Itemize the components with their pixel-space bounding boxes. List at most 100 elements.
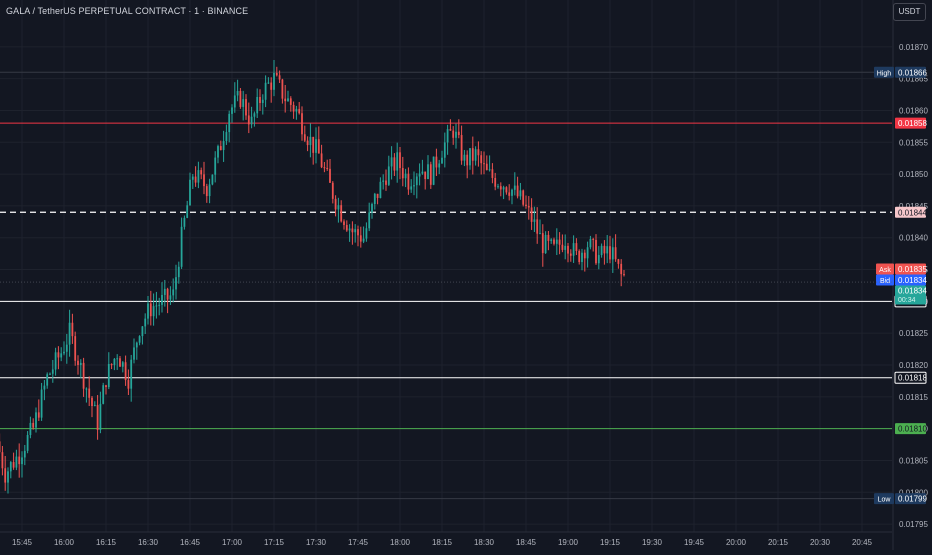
candle-body [214,157,217,175]
candle-body [575,243,578,251]
candle-body [295,108,298,112]
level-price-label-text: 0.01810 [898,425,927,434]
candle-body [91,397,93,406]
candle-body [21,457,23,465]
candle-body [0,441,1,453]
candle-body [513,185,516,190]
x-tick-label: 18:15 [432,538,453,547]
low-price-text: 0.01799 [898,495,927,504]
candle-body [418,173,421,177]
y-tick-label: 0.01870 [899,43,928,52]
candle-body [474,149,477,161]
candle-body [211,174,214,185]
level-price-label-bg [895,117,926,129]
bid-label-tag-bg [876,274,894,286]
candle-body [37,412,40,418]
candle-body [337,205,340,210]
candle-body [239,90,242,107]
low-price: 0.01799 [895,493,927,505]
candle-body [298,108,301,114]
candle-body [505,187,508,193]
candle-body [135,342,138,348]
level-price-label: 0.01844 [895,206,927,218]
currency-button[interactable]: USDT [893,3,926,21]
candle-body [267,82,270,84]
candle-body [191,176,194,180]
countdown-text: 00:34 [898,297,916,304]
x-tick-label: 19:00 [558,538,579,547]
candle-body [519,190,522,197]
candle-body [247,115,250,125]
candle-body [502,187,505,190]
candle-body [435,156,438,168]
candle-body [441,157,443,164]
candle-body [166,288,169,300]
x-tick-label: 18:30 [474,538,495,547]
x-tick-label: 20:45 [852,538,873,547]
candle-body [491,169,494,178]
candle-body [197,170,200,183]
y-tick-label: 0.01805 [899,456,928,465]
candle-body [410,186,413,190]
x-tick-label: 16:15 [96,538,117,547]
candle-body [163,288,166,295]
candle-body [578,250,581,263]
x-tick-label: 19:30 [642,538,663,547]
candle-body [480,155,483,164]
candle-body [312,136,315,153]
x-tick-label: 18:45 [516,538,537,547]
high-tag: High [874,66,894,78]
candle-body [107,363,110,388]
candle-body [71,322,74,337]
candle-body [60,353,63,358]
candle-body [399,152,401,169]
last-price-text: 0.01834 [898,287,927,296]
candle-body [261,99,264,103]
y-tick-label: 0.01845 [899,202,928,211]
candle-body [592,238,595,240]
candle-body [99,403,102,430]
candle-body [222,141,225,151]
candle-body [105,385,107,388]
candle-body [609,246,611,260]
candle-body [32,422,35,428]
level-price-label: 0.01810 [895,423,927,435]
candle-body [323,167,326,169]
candle-body [359,235,362,242]
candle-body [15,456,18,468]
candle-body [124,362,127,381]
candle-body [564,245,567,250]
y-tick-label: 0.01840 [899,234,928,243]
high-tag-text: High [877,70,892,77]
candle-body [600,245,603,256]
candle-body [553,239,555,244]
level-price-label: 0.01858 [895,117,927,129]
candle-body [284,98,287,102]
candle-body [326,168,329,170]
candle-body [49,373,51,375]
level-price-label-text: 0.01844 [898,208,927,217]
x-tick-label: 17:15 [264,538,285,547]
candle-body [404,173,407,179]
candle-body [306,140,309,146]
candle-body [606,246,609,254]
level-price-label-bg [894,371,927,384]
y-tick-label: 0.01865 [899,75,928,84]
candle-body [589,238,592,248]
candle-body [597,255,600,264]
candle-body [586,247,589,259]
candle-body [581,252,583,263]
candle-body [533,219,536,222]
candle-body [463,154,466,161]
level-price-label: 0.01818 [894,371,927,384]
candle-body [396,152,399,171]
candle-body [236,90,239,96]
candle-body [217,146,219,158]
candle-body [113,358,116,366]
candle-body [93,404,96,406]
candle-body [455,131,457,138]
x-tick-label: 17:45 [348,538,369,547]
candle-body [301,113,303,135]
